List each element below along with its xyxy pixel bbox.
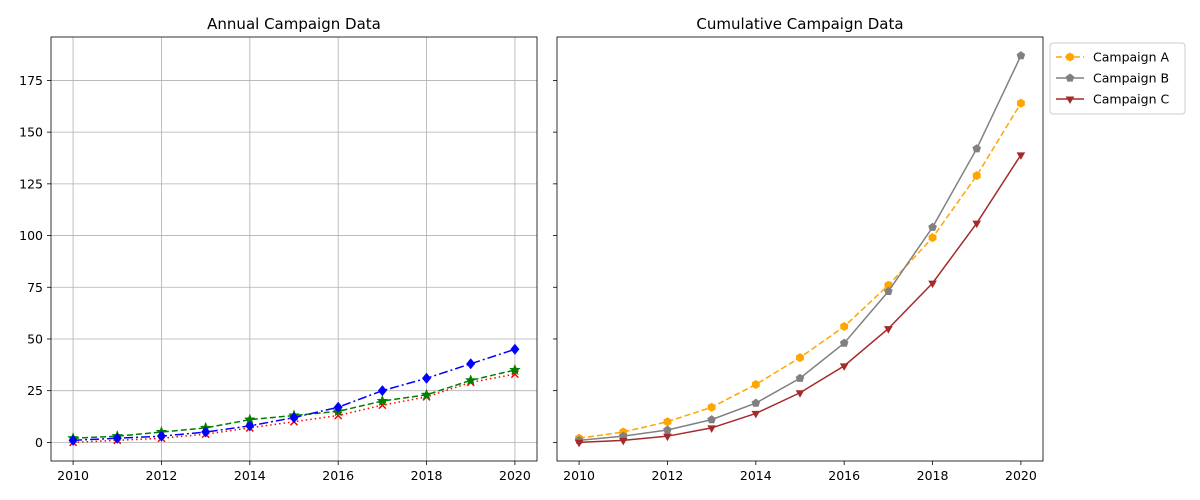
data-point — [112, 432, 122, 444]
data-point — [574, 439, 584, 448]
axes-frame — [556, 36, 1044, 462]
legend-item: Campaign A — [1056, 50, 1169, 65]
legend-marker — [1065, 96, 1075, 104]
y-tick-label: 0 — [35, 435, 43, 450]
x-tick-label: 2020 — [1005, 468, 1037, 483]
series-line — [579, 55, 1022, 442]
chart-panel-1: 2010 2012 2014 2016 2018 2020 0 25 50 75 100 125 150… — [19, 15, 538, 483]
data-point — [839, 363, 849, 371]
grid — [51, 37, 537, 461]
series-line — [73, 369, 516, 439]
y-tick-label: 25 — [27, 383, 43, 398]
legend-marker — [1066, 52, 1074, 62]
legend-item: Campaign B — [1056, 71, 1169, 86]
y-tick-label: 100 — [19, 228, 43, 243]
x-tick-label: 2010 — [563, 468, 595, 483]
x-tick-label: 2016 — [322, 468, 354, 483]
data-point — [422, 372, 432, 384]
data-point — [796, 353, 804, 363]
series-line — [579, 154, 1022, 444]
data-point — [795, 373, 805, 382]
legend-item: Campaign C — [1056, 92, 1169, 107]
data-point — [884, 326, 893, 334]
data-point — [839, 338, 849, 347]
data-point — [928, 233, 937, 243]
series-3 — [574, 152, 1026, 448]
data-point — [201, 426, 211, 438]
data-point — [795, 390, 805, 398]
data-point — [663, 433, 672, 442]
data-point — [751, 379, 760, 389]
series-2 — [574, 51, 1026, 444]
series-2 — [67, 363, 521, 444]
data-point — [289, 412, 299, 424]
data-point — [884, 286, 893, 296]
data-point — [840, 322, 849, 332]
data-point — [466, 358, 476, 370]
data-point — [377, 385, 387, 397]
x-tick-label: 2014 — [740, 468, 772, 483]
chart-title: Cumulative Campaign Data — [696, 15, 903, 33]
data-point — [707, 415, 716, 424]
data-point — [707, 402, 716, 412]
data-point — [618, 431, 628, 440]
series-line — [73, 348, 516, 442]
legend-label: Campaign A — [1093, 50, 1169, 65]
data-point — [1016, 152, 1026, 160]
y-tick-label: 125 — [19, 176, 43, 191]
x-tick-label: 2010 — [57, 468, 89, 483]
x-tick-label: 2020 — [499, 468, 531, 483]
y-tick-label: 50 — [27, 331, 43, 346]
legend: Campaign A Campaign B Campaign C — [1049, 42, 1186, 115]
data-point — [751, 398, 761, 407]
data-point — [928, 222, 937, 231]
data-point — [68, 434, 78, 446]
data-point — [972, 171, 981, 181]
x-tick-label: 2018 — [917, 468, 949, 483]
legend-box — [1049, 42, 1186, 115]
data-point — [333, 401, 343, 413]
y-tick-label: 175 — [19, 73, 43, 88]
x-tick-label: 2018 — [411, 468, 443, 483]
series-line — [578, 102, 1022, 439]
data-point — [420, 388, 433, 400]
data-point — [245, 420, 255, 432]
data-point — [156, 430, 166, 442]
data-point — [376, 394, 389, 407]
legend-label: Campaign B — [1093, 71, 1169, 86]
data-point — [663, 417, 672, 427]
data-point — [618, 437, 628, 446]
axes-frame — [50, 36, 538, 462]
data-point — [510, 343, 520, 355]
data-point — [707, 425, 716, 433]
data-point — [972, 144, 982, 153]
y-tick-label: 75 — [27, 280, 43, 295]
y-tick-label: 150 — [19, 125, 43, 140]
data-point — [508, 363, 521, 376]
x-tick-label: 2014 — [234, 468, 266, 483]
x-tick-label: 2012 — [652, 468, 684, 483]
legend-marker — [1065, 73, 1075, 82]
series-3 — [68, 343, 520, 446]
series-line — [73, 373, 516, 444]
data-point — [751, 410, 761, 419]
legend-label: Campaign C — [1093, 92, 1169, 107]
x-tick-label: 2016 — [828, 468, 860, 483]
data-point — [1017, 98, 1025, 108]
chart-panel-2: 2010 2012 2014 2016 2018 2020 Cumulative Campa… — [553, 15, 1186, 483]
data-point — [972, 220, 982, 229]
chart-title: Annual Campaign Data — [207, 15, 381, 33]
data-point — [928, 280, 937, 289]
data-point — [663, 425, 672, 434]
x-tick-label: 2012 — [146, 468, 178, 483]
data-point — [464, 374, 477, 386]
data-point — [1016, 51, 1026, 60]
